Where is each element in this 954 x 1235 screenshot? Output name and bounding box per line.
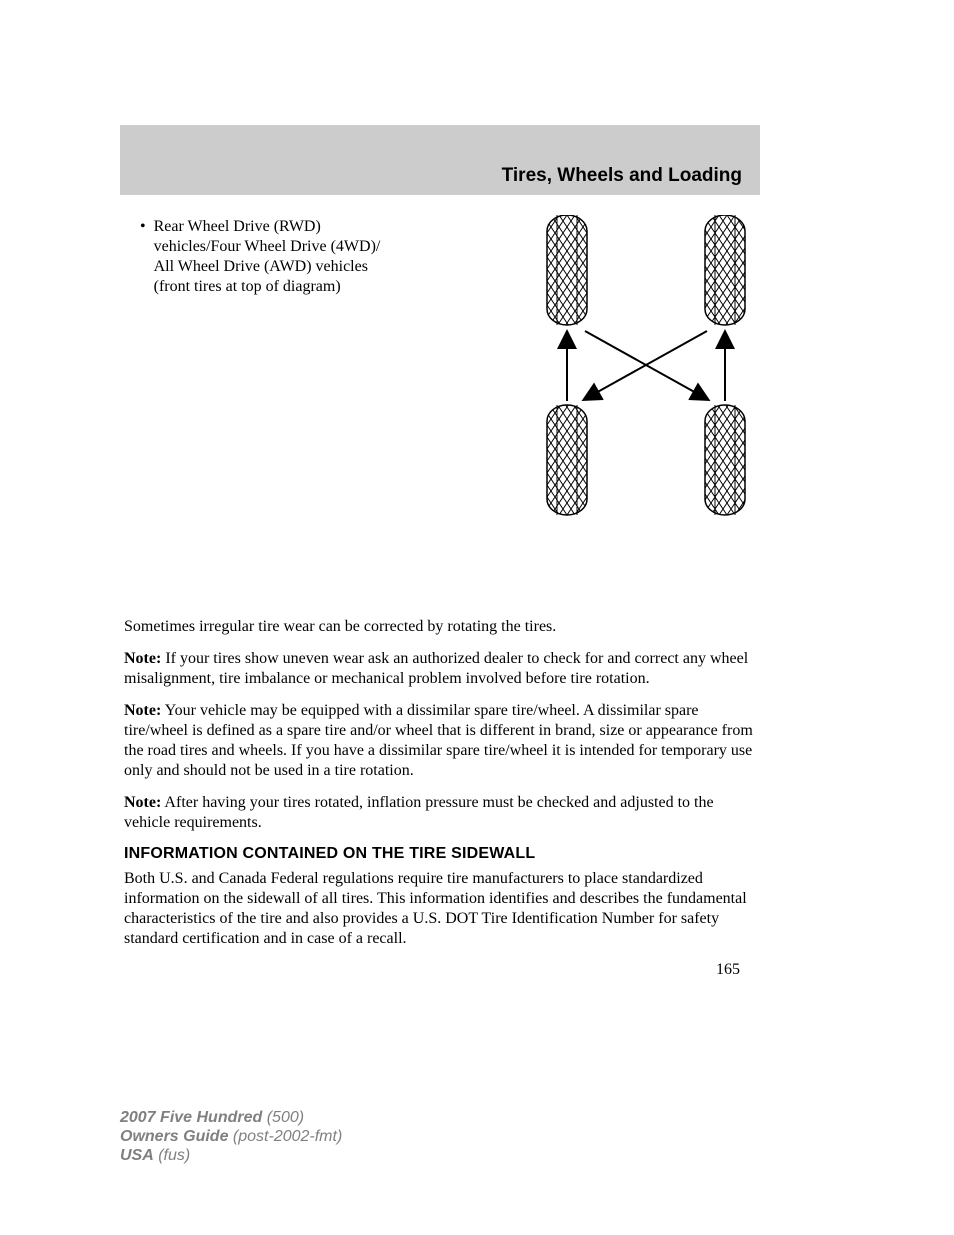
para-note-1: Note: If your tires show uneven wear ask… [124,649,756,689]
section-heading: INFORMATION CONTAINED ON THE TIRE SIDEWA… [124,845,756,863]
footer-block: 2007 Five Hundred (500) Owners Guide (po… [120,1108,342,1165]
tire-rear-left [547,405,587,515]
tire-front-right [705,215,745,325]
chapter-header-bar: Tires, Wheels and Loading [120,125,760,195]
footer-line-1: 2007 Five Hundred (500) [120,1108,342,1127]
section-body: Both U.S. and Canada Federal regulations… [124,869,756,949]
body-content: • Rear Wheel Drive (RWD) vehicles/Four W… [120,217,760,949]
para-note-2: Note: Your vehicle may be equipped with … [124,701,756,781]
page-number: 165 [716,961,740,979]
tire-rotation-diagram [515,215,755,515]
tire-rear-right [705,405,745,515]
para-note-3: Note: After having your tires rotated, i… [124,793,756,833]
tire-front-left [547,215,587,325]
bullet-text: Rear Wheel Drive (RWD) vehicles/Four Whe… [154,217,389,297]
note-label: Note: [124,794,161,811]
bullet-marker: • [140,217,146,237]
footer-line-3: USA (fus) [120,1146,342,1165]
note-text: After having your tires rotated, inflati… [124,794,714,831]
note-label: Note: [124,650,161,667]
note-label: Note: [124,702,161,719]
note-text: Your vehicle may be equipped with a diss… [124,702,753,779]
note-text: If your tires show uneven wear ask an au… [124,650,748,687]
page-content: Tires, Wheels and Loading • Rear Wheel D… [120,125,760,961]
para-intro: Sometimes irregular tire wear can be cor… [124,617,756,637]
chapter-title: Tires, Wheels and Loading [502,165,742,187]
footer-line-2: Owners Guide (post-2002-fmt) [120,1127,342,1146]
